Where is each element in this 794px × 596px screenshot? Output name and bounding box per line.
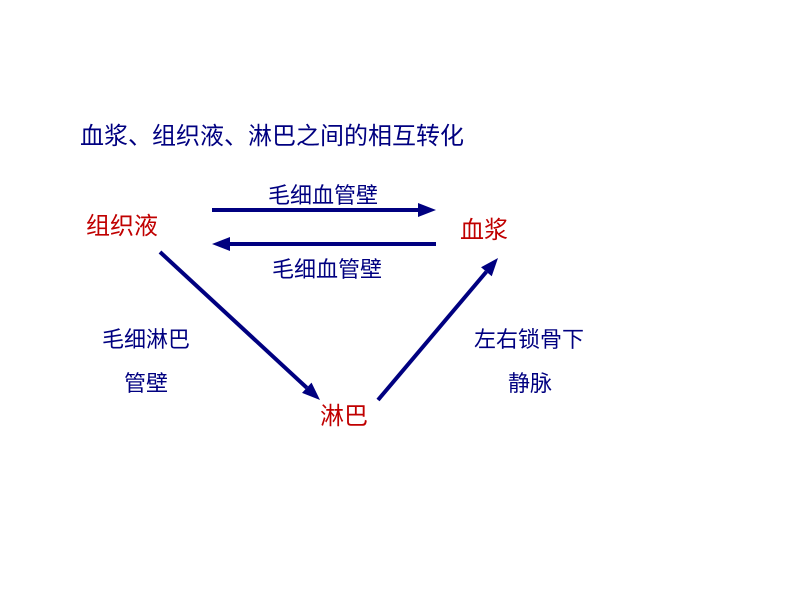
- node-tissue-fluid: 组织液: [86, 206, 158, 241]
- arrow-lymph-to-plasma: [378, 272, 486, 400]
- arrowhead-lymph-to-plasma: [481, 258, 498, 276]
- diagram-stage: 血浆、组织液、淋巴之间的相互转化 组织液 血浆 淋巴 毛细血管壁 毛细血管壁 毛…: [0, 0, 794, 596]
- arrowhead-plasma-to-tissue: [212, 237, 230, 251]
- edge-label-left-line1: 毛细淋巴: [102, 322, 190, 354]
- arrowhead-tissue-to-plasma: [418, 203, 436, 217]
- edge-label-top-upper: 毛细血管壁: [268, 178, 378, 210]
- diagram-title: 血浆、组织液、淋巴之间的相互转化: [80, 116, 464, 151]
- arrows-layer: [0, 0, 794, 596]
- edge-label-top-lower: 毛细血管壁: [272, 252, 382, 284]
- arrowhead-tissue-to-lymph: [302, 383, 320, 400]
- edge-label-right-line1: 左右锁骨下: [474, 322, 584, 354]
- node-lymph: 淋巴: [320, 396, 368, 431]
- edge-label-right-line2: 静脉: [508, 366, 552, 398]
- edge-label-left-line2: 管壁: [124, 366, 168, 398]
- node-plasma: 血浆: [460, 210, 508, 245]
